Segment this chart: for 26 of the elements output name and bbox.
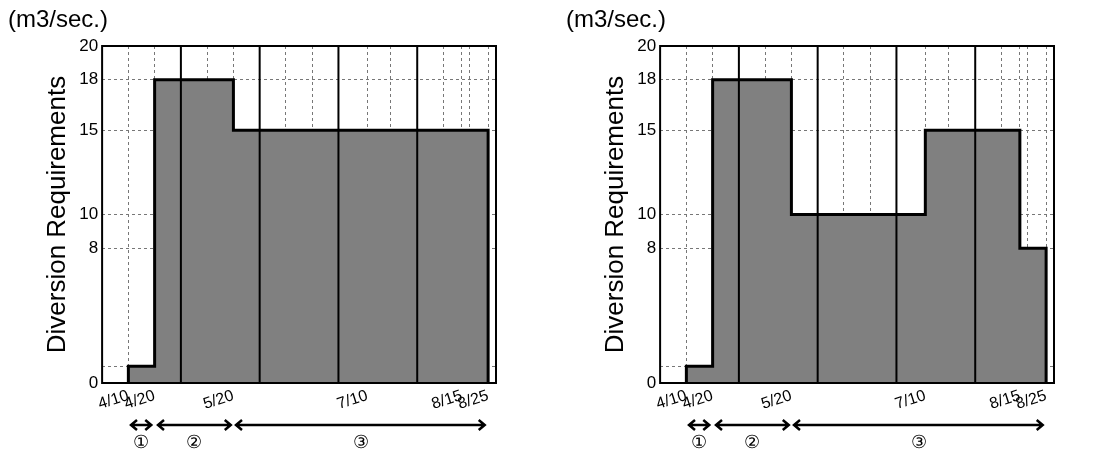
text: ③ xyxy=(352,432,369,453)
y-axis-title: Diversion Requirements xyxy=(40,75,71,354)
text: ② xyxy=(186,432,203,453)
y-tick-label: 15 xyxy=(79,119,99,139)
y-tick-label: 15 xyxy=(637,119,657,139)
text: (m3/sec.) xyxy=(566,4,667,32)
y-tick-label: 20 xyxy=(79,35,99,55)
y-tick-label: 0 xyxy=(88,372,99,392)
y-tick-label: 0 xyxy=(646,372,657,392)
text: ③ xyxy=(910,432,927,453)
y-tick-label: 8 xyxy=(88,237,99,257)
y-tick-label: 18 xyxy=(79,69,99,89)
text: ① xyxy=(133,432,150,453)
y-tick-label: 10 xyxy=(637,204,657,224)
y-tick-label: 20 xyxy=(637,35,657,55)
x-tick-label: 5/20 xyxy=(200,386,236,412)
x-tick-label: 5/20 xyxy=(758,386,794,412)
y-tick-label: 8 xyxy=(646,237,657,257)
text: ① xyxy=(691,432,708,453)
y-axis-title: Diversion Requirements xyxy=(598,75,629,354)
y-tick-label: 10 xyxy=(79,204,99,224)
text: (m3/sec.) xyxy=(8,4,109,32)
y-tick-label: 18 xyxy=(637,69,657,89)
x-tick-label: 7/10 xyxy=(892,386,928,412)
text: ② xyxy=(744,432,761,453)
x-tick-label: 7/10 xyxy=(334,386,370,412)
